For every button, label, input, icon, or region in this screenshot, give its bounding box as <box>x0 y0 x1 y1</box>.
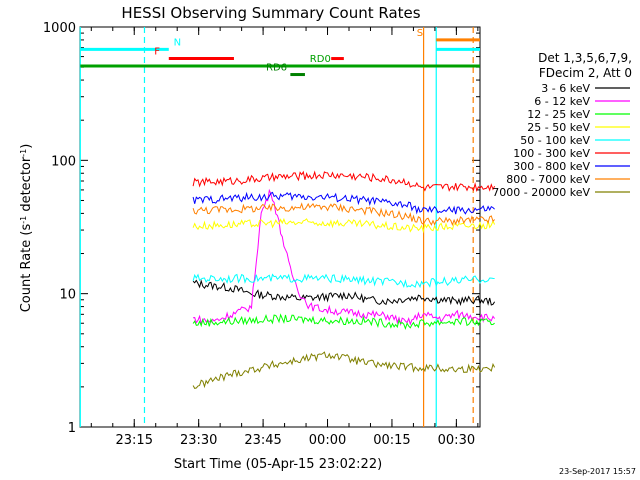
series-line <box>192 217 496 234</box>
y-axis-label-sup1: -1 <box>19 216 28 224</box>
x-tick-label: 00:30 <box>438 433 475 448</box>
legend: Det 1,3,5,6,7,9, FDecim 2, Att 0 3 - 6 k… <box>492 51 632 199</box>
flag-label: RD0 <box>310 54 331 65</box>
x-tick-label: 00:00 <box>309 433 346 448</box>
flag-label: F <box>154 47 160 58</box>
legend-label: 25 - 50 keV <box>527 121 590 134</box>
x-tick-label: 00:15 <box>373 433 410 448</box>
series-line <box>192 202 495 227</box>
y-tick-label: 1000 <box>43 21 76 36</box>
x-tick-label: 23:45 <box>244 433 281 448</box>
legend-label: 6 - 12 keV <box>534 95 590 108</box>
y-axis-label-sup2: -1 <box>19 149 28 157</box>
legend-label: 300 - 800 keV <box>513 160 590 173</box>
legend-label: 50 - 100 keV <box>520 134 590 147</box>
x-axis-label: Start Time (05-Apr-15 23:02:22) <box>174 457 382 472</box>
y-tick-label: 1 <box>68 421 76 436</box>
y-axis-label-mid: detector <box>19 156 34 216</box>
series-line <box>192 351 496 389</box>
legend-header-line-1: Det 1,3,5,6,7,9, <box>538 51 632 65</box>
legend-label: 100 - 300 keV <box>513 147 590 160</box>
x-tick-label: 23:30 <box>180 433 217 448</box>
flag-label: RD6 <box>266 63 287 74</box>
footer-date: 23-Sep-2017 15:57 <box>559 467 636 476</box>
y-tick-label: 10 <box>59 288 76 303</box>
series-line <box>192 191 495 215</box>
flag-label: S <box>417 28 423 39</box>
legend-label: 12 - 25 keV <box>527 108 590 121</box>
series-line <box>193 188 496 327</box>
y-axis-label: Count Rate (s-1 detector-1) <box>19 144 35 313</box>
series-line <box>192 279 496 307</box>
legend-label: 800 - 7000 keV <box>506 173 590 186</box>
y-axis-label-end: ) <box>19 144 34 149</box>
flag-label: N <box>174 37 181 48</box>
y-axis-label-main: Count Rate (s <box>19 224 34 313</box>
legend-header-line-2: FDecim 2, Att 0 <box>539 66 632 80</box>
legend-label: 3 - 6 keV <box>541 82 590 95</box>
x-tick-label: 23:15 <box>116 433 153 448</box>
chart-title: HESSI Observing Summary Count Rates <box>121 4 420 22</box>
series-line <box>192 170 496 193</box>
series-line <box>192 273 495 289</box>
legend-label: 7000 - 20000 keV <box>492 186 590 199</box>
y-tick-label: 100 <box>51 154 76 169</box>
plot-layer: 1 10 100 1000 23:15 23:30 23:45 00:00 00:15 00:30… <box>43 21 496 448</box>
series-line <box>192 313 495 331</box>
